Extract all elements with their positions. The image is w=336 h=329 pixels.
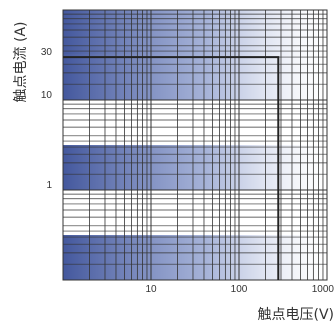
- y-axis-title: 触点电流 (A): [13, 22, 29, 103]
- x-tick-label: 10: [145, 284, 157, 295]
- x-tick-label: 100: [231, 284, 248, 295]
- y-tick-label: 30: [41, 47, 53, 58]
- x-tick-label: 1000: [312, 284, 335, 295]
- decade-bands: [63, 10, 327, 280]
- y-tick-label: 10: [41, 90, 53, 101]
- decade-band: [63, 10, 327, 55]
- x-tick-labels: 10 100 1000: [145, 284, 334, 295]
- y-tick-labels: 30 10 1: [41, 47, 53, 191]
- plot-area: [62, 9, 328, 281]
- decade-band: [63, 235, 327, 280]
- plot-frame: [62, 9, 328, 281]
- grid-lines: [62, 10, 327, 281]
- y-tick-label: 1: [46, 180, 52, 191]
- x-axis-title: 触点电压(V): [257, 307, 334, 323]
- series-line: [63, 56, 280, 280]
- decade-band: [63, 55, 327, 100]
- decade-band: [63, 145, 327, 190]
